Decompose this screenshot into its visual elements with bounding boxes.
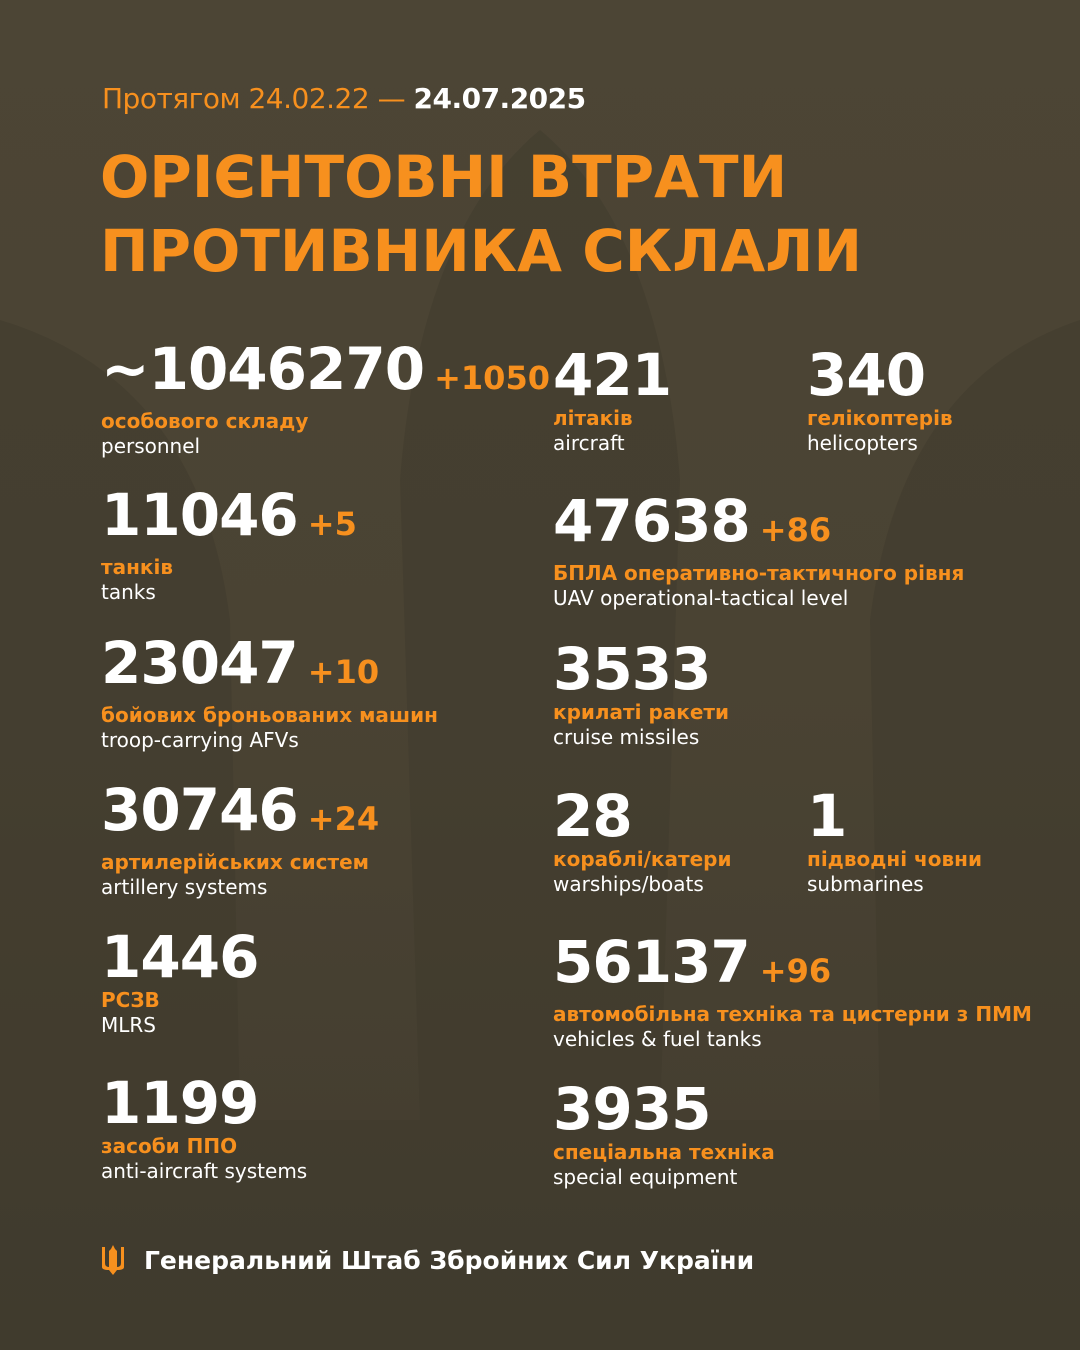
stat-tanks: 11046 +5 танків tanks bbox=[101, 481, 357, 604]
stat-afv: 23047 +10 бойових броньованих машин troop-c… bbox=[101, 629, 438, 752]
page-title: ОРІЄНТОВНІ ВТРАТИ ПРОТИВНИКА СКЛАЛИ bbox=[100, 143, 862, 285]
period-label: Протягом 24.02.22 — 24.07.2025 bbox=[102, 82, 586, 115]
stat-artillery: 30746 +24 артилерійських систем artillery s… bbox=[101, 776, 380, 899]
trident-icon bbox=[102, 1245, 124, 1275]
stat-warships: 28 кораблі/катери warships/boats bbox=[553, 782, 732, 896]
stat-mlrs: 1446 РСЗВ MLRS bbox=[101, 923, 259, 1037]
footer: Генеральний Штаб Збройних Сил України bbox=[100, 1245, 754, 1275]
stat-cruise-missiles: 3533 крилаті ракети cruise missiles bbox=[553, 635, 730, 749]
stat-helicopters: 340 гелікоптерів helicopters bbox=[807, 341, 953, 455]
stat-aircraft: 421 літаків aircraft bbox=[553, 341, 672, 455]
stat-uav: 47638 +86 БПЛА оперативно-тактичного рівня… bbox=[553, 487, 965, 610]
stat-personnel: ~1046270 +1050 особового складу personnel bbox=[101, 335, 550, 458]
org-name: Генеральний Штаб Збройних Сил України bbox=[144, 1245, 755, 1275]
stat-submarines: 1 підводні човни submarines bbox=[807, 782, 982, 896]
stat-air-defense: 1199 засоби ППО anti-aircraft systems bbox=[101, 1069, 308, 1183]
stat-vehicles: 56137 +96 автомобільна техніка та цистерни… bbox=[553, 928, 1032, 1051]
stat-special-equipment: 3935 спеціальна техніка special equipment bbox=[553, 1075, 775, 1189]
